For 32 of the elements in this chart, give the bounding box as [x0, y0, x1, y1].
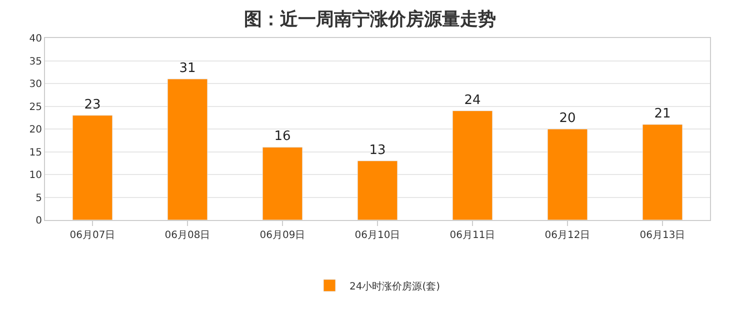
data-label: 24 — [464, 92, 481, 108]
data-label: 16 — [274, 129, 291, 144]
x-tick-label: 06月11日 — [450, 230, 496, 241]
bar — [547, 128, 588, 220]
y-tick-label: 5 — [36, 192, 42, 204]
x-tick-label: 06月07日 — [70, 230, 116, 241]
bar — [262, 146, 303, 220]
x-tick-label: 06月12日 — [544, 230, 590, 241]
x-tick-label: 06月08日 — [164, 230, 210, 241]
bar — [452, 110, 493, 220]
y-tick-label: 25 — [29, 102, 42, 113]
x-tick-label: 06月10日 — [354, 230, 400, 241]
bar — [167, 78, 208, 220]
data-label: 23 — [84, 97, 101, 112]
bar — [72, 115, 113, 220]
y-tick-label: 0 — [36, 216, 42, 226]
y-tick-label: 35 — [29, 56, 42, 68]
bar — [357, 160, 398, 220]
data-label: 13 — [369, 142, 386, 158]
y-tick-label: 40 — [29, 34, 42, 44]
bar — [642, 124, 683, 220]
y-tick-label: 30 — [29, 79, 42, 90]
data-label: 31 — [179, 60, 196, 76]
y-tick-label: 10 — [29, 170, 42, 181]
data-label: 21 — [654, 106, 671, 122]
y-tick-label: 15 — [29, 147, 42, 158]
x-tick-label: 06月09日 — [260, 230, 306, 241]
legend-label: 24小时涨价房源(套) — [350, 280, 440, 292]
x-tick-label: 06月13日 — [640, 230, 686, 241]
chart-title: 图：近一周南宁涨价房源量走势 — [244, 9, 496, 30]
data-label: 20 — [559, 111, 576, 126]
y-tick-label: 20 — [29, 124, 42, 136]
